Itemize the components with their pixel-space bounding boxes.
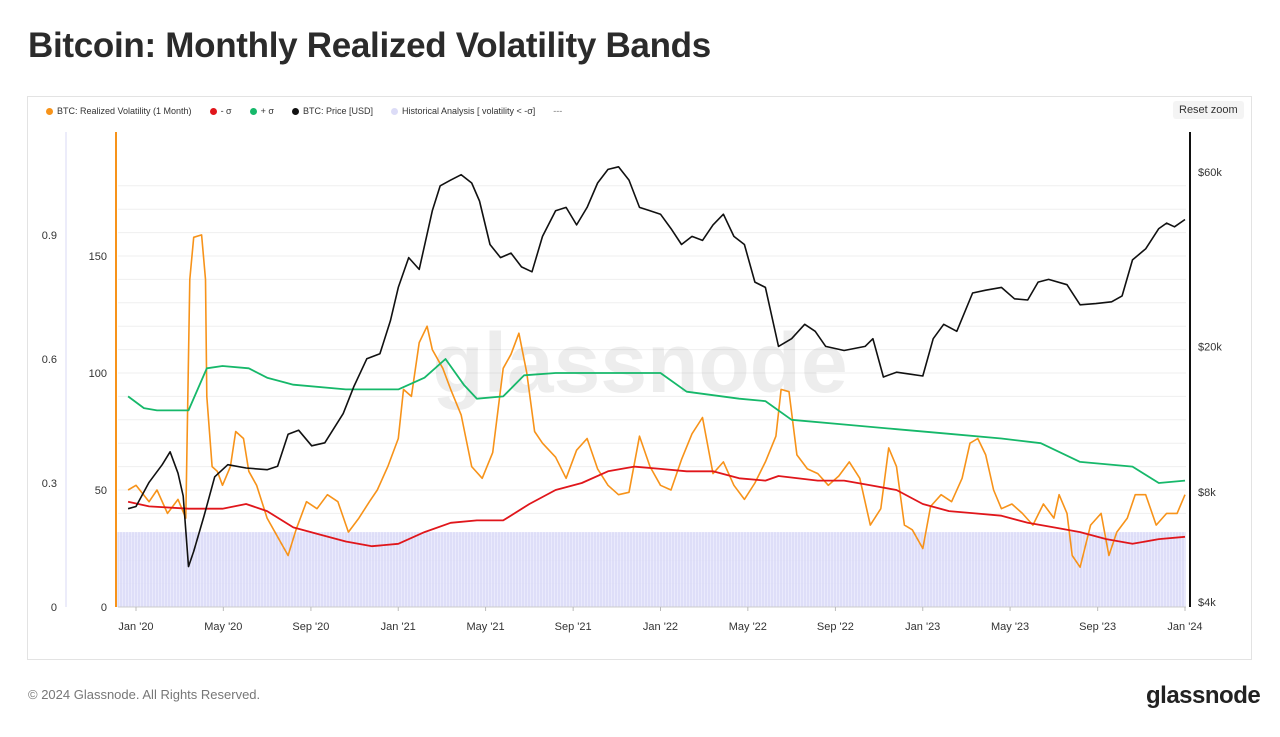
legend-label: + σ	[260, 106, 274, 116]
plus-sigma-line[interactable]	[127, 358, 1186, 484]
legend-item-btc-price[interactable]: BTC: Price [USD]	[291, 106, 373, 116]
axes: 0 0.3 0.6 0.9 0 50 100 150 $4k $8k $20k $60k Jan '20…	[42, 132, 1222, 633]
chart-legend: BTC: Realized Volatility (1 Month) - σ +…	[46, 104, 562, 118]
legend-marker-icon	[46, 107, 53, 115]
y-outer-tick-label: 0.6	[42, 354, 57, 366]
x-tick-label: Jan '20	[118, 621, 153, 633]
y-outer-tick-label: 0.9	[42, 230, 57, 242]
x-tick-label: Sep '21	[555, 621, 592, 633]
reset-zoom-button[interactable]: Reset zoom	[1173, 101, 1244, 119]
x-tick-label: Sep '23	[1079, 621, 1116, 633]
legend-item-historical-analysis[interactable]: Historical Analysis [ volatility < -σ]	[390, 106, 536, 116]
y-inner-tick-label: 0	[101, 602, 107, 614]
x-tick-label: Jan '24	[1167, 621, 1202, 633]
legend-label: - σ	[220, 106, 232, 116]
x-tick-label: May '23	[991, 621, 1029, 633]
chart-card	[27, 96, 1252, 660]
y-right-tick-label: $60k	[1198, 167, 1222, 179]
legend-marker-icon	[390, 107, 398, 115]
x-tick-label: Sep '20	[292, 621, 329, 633]
x-tick-label: Jan '22	[643, 621, 678, 633]
minus-sigma-line[interactable]	[127, 465, 1186, 548]
legend-label: Historical Analysis [ volatility < -σ]	[401, 106, 536, 116]
y-right-tick-label: $8k	[1198, 487, 1216, 499]
series-lines	[127, 166, 1186, 568]
x-tick-label: May '22	[729, 621, 767, 633]
legend-marker-icon	[249, 107, 257, 115]
volatility-line[interactable]	[127, 234, 1186, 568]
legend-item-plus-sigma[interactable]: + σ	[249, 106, 274, 116]
legend-label: BTC: Price [USD]	[302, 106, 373, 116]
legend-label: BTC: Realized Volatility (1 Month)	[57, 106, 192, 116]
x-tick-label: May '21	[466, 621, 504, 633]
x-tick-label: Jan '23	[905, 621, 940, 633]
legend-item-more[interactable]: ---	[553, 106, 562, 116]
btc-price-line[interactable]	[127, 166, 1186, 568]
footer-copyright: © 2024 Glassnode. All Rights Reserved.	[28, 687, 261, 702]
legend-item-minus-sigma[interactable]: - σ	[209, 106, 232, 116]
x-tick-label: May '20	[204, 621, 242, 633]
y-inner-tick-label: 100	[89, 368, 107, 380]
historical-analysis-band	[117, 532, 1186, 607]
x-tick-label: Sep '22	[817, 621, 854, 633]
y-inner-tick-label: 50	[95, 485, 107, 497]
watermark: glassnode	[432, 316, 847, 410]
legend-item-realized-volatility[interactable]: BTC: Realized Volatility (1 Month)	[46, 106, 192, 116]
y-inner-tick-label: 150	[89, 251, 107, 263]
y-outer-tick-label: 0.3	[42, 478, 57, 490]
y-right-tick-label: $4k	[1198, 597, 1216, 609]
legend-marker-icon	[209, 107, 217, 115]
y-right-tick-label: $20k	[1198, 341, 1222, 353]
footer-brand-logo: glassnode	[1146, 682, 1261, 709]
y-outer-tick-label: 0	[51, 602, 57, 614]
x-tick-label: Jan '21	[381, 621, 416, 633]
page-title: Bitcoin: Monthly Realized Volatility Ban…	[28, 26, 711, 65]
legend-label: ---	[553, 106, 563, 116]
legend-marker-icon	[291, 107, 299, 115]
